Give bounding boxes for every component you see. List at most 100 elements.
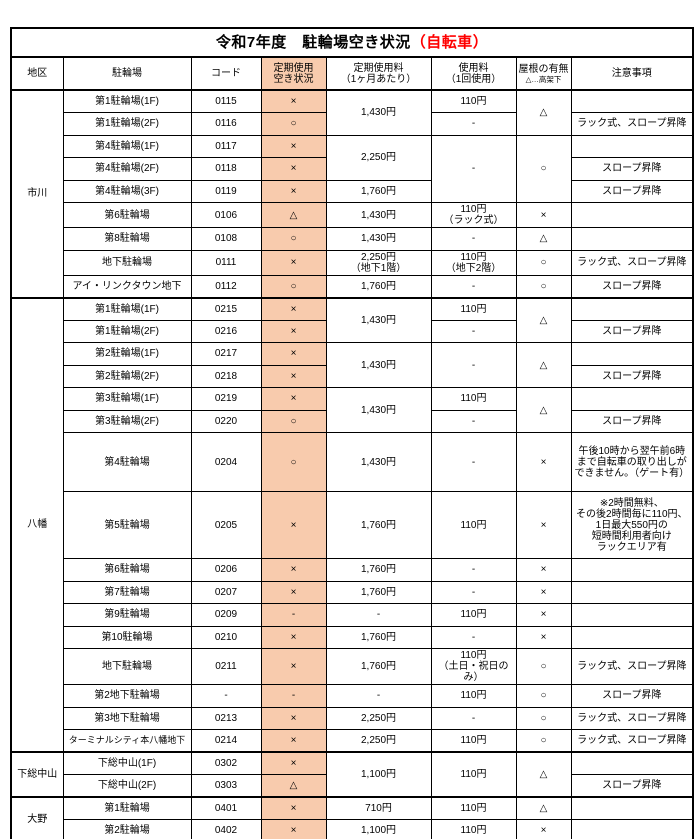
table-row: 下総中山 下総中山(1F) 0302 × 1,100円 110円 △ xyxy=(10,751,694,798)
notes-cell: スロープ昇降 xyxy=(570,179,694,203)
availability-status-cell: × xyxy=(260,706,327,730)
per-use-fee-cell: - xyxy=(430,409,517,433)
monthly-fee-cell: 1,430円 xyxy=(325,89,432,136)
availability-status-cell: × xyxy=(260,319,327,343)
notes-cell: ラック式、スロープ昇降 xyxy=(570,729,694,753)
availability-status-cell: × xyxy=(260,364,327,388)
code-cell: 0205 xyxy=(190,491,262,559)
roof-cell: ○ xyxy=(515,729,572,753)
per-use-fee-cell: - xyxy=(430,134,517,203)
facility-name-cell: 地下駐輪場 xyxy=(62,648,192,685)
monthly-fee-cell: 2,250円 xyxy=(325,706,432,730)
table-row: 第2駐輪場 0402 × 1,100円 110円 × xyxy=(11,819,694,839)
table-row: 第4駐輪場(3F) 0119 × 1,760円 スロープ昇降 xyxy=(11,179,694,203)
monthly-fee-cell: 2,250円 （地下1階） xyxy=(325,249,432,276)
roof-cell: ○ xyxy=(515,134,572,203)
district-cell: 大野 xyxy=(10,796,64,839)
code-cell: 0116 xyxy=(190,112,262,136)
monthly-fee-cell: - xyxy=(325,684,432,708)
notes-cell xyxy=(570,796,694,820)
availability-status-cell: △ xyxy=(260,774,327,798)
facility-name-cell: 第3地下駐輪場 xyxy=(62,706,192,730)
availability-status-cell: × xyxy=(260,751,327,775)
notes-cell: ラック式、スロープ昇降 xyxy=(570,249,694,276)
roof-cell: × xyxy=(515,603,572,627)
code-cell: 0214 xyxy=(190,729,262,753)
notes-cell xyxy=(570,819,694,839)
parking-availability-table: 令和7年度 駐輪場空き状況（自転車） 地区 駐輪場 コード 定期使用 空き状況 … xyxy=(10,27,695,839)
availability-status-cell: × xyxy=(260,157,327,181)
availability-status-cell: - xyxy=(260,603,327,627)
code-cell: 0112 xyxy=(190,274,262,298)
availability-status-cell: ○ xyxy=(260,274,327,298)
facility-name-cell: 第4駐輪場(2F) xyxy=(62,157,192,181)
notes-cell: ラック式、スロープ昇降 xyxy=(570,648,694,685)
notes-cell xyxy=(570,387,694,411)
availability-status-cell: × xyxy=(260,796,327,820)
code-cell: 0209 xyxy=(190,603,262,627)
notes-cell xyxy=(570,202,694,228)
code-cell: 0215 xyxy=(190,296,262,321)
roof-cell: △ xyxy=(515,296,572,343)
code-cell: 0108 xyxy=(190,227,262,251)
per-use-fee-cell: 110円 xyxy=(430,296,517,321)
code-cell: 0206 xyxy=(190,558,262,582)
availability-status-cell: × xyxy=(260,89,327,113)
notes-cell: ※2時間無料、 その後2時間毎に110円、 1日最大550円の 短時間利用者向け… xyxy=(570,491,694,559)
monthly-fee-cell: 2,250円 xyxy=(325,729,432,753)
facility-name-cell: 第3駐輪場(1F) xyxy=(62,387,192,411)
monthly-fee-cell: 1,100円 xyxy=(325,819,432,839)
code-cell: 0106 xyxy=(190,202,262,228)
notes-cell xyxy=(570,134,694,158)
roof-cell: △ xyxy=(515,89,572,136)
notes-cell xyxy=(570,296,694,321)
per-use-fee-cell: 110円 xyxy=(430,491,517,559)
per-use-fee-cell: 110円 xyxy=(430,751,517,798)
monthly-fee-cell: 1,430円 xyxy=(325,227,432,251)
code-cell: 0217 xyxy=(190,342,262,366)
facility-name-cell: 第6駐輪場 xyxy=(62,202,192,228)
title-row: 令和7年度 駐輪場空き状況（自転車） xyxy=(10,27,694,58)
facility-name-cell: 第1駐輪場(2F) xyxy=(62,112,192,136)
table-row: 第9駐輪場 0209- -110円 × xyxy=(11,603,694,627)
availability-status-cell: × xyxy=(260,296,327,321)
code-cell: 0119 xyxy=(190,179,262,203)
notes-cell xyxy=(570,227,694,251)
roof-cell: ○ xyxy=(515,249,572,276)
table-row: 第5駐輪場 0205 × 1,760円 110円 × ※2時間無料、 その後2時間毎に110… xyxy=(11,491,694,559)
code-cell: 0207 xyxy=(190,580,262,604)
availability-status-cell: × xyxy=(260,819,327,839)
monthly-fee-cell: 1,430円 xyxy=(325,342,432,388)
availability-status-cell: × xyxy=(260,249,327,276)
column-header-row: 地区 駐輪場 コード 定期使用 空き状況 定期使用料 （1ヶ月あたり） 使用料 … xyxy=(10,56,694,91)
code-cell: 0218 xyxy=(190,364,262,388)
roof-cell: × xyxy=(515,558,572,582)
facility-name-cell: 第7駐輪場 xyxy=(62,580,192,604)
code-cell: 0211 xyxy=(190,648,262,685)
per-use-fee-cell: - xyxy=(430,432,517,492)
notes-cell: スロープ昇降 xyxy=(570,364,694,388)
per-use-fee-cell: - xyxy=(430,706,517,730)
table-row: 第7駐輪場 0207 × 1,760円 - × xyxy=(11,580,694,604)
table-row: 第10駐輪場 0210 × 1,760円 - × xyxy=(11,625,694,649)
code-cell: 0220 xyxy=(190,409,262,433)
monthly-fee-cell: 1,430円 xyxy=(325,387,432,433)
roof-header-legend: △…高架下 xyxy=(525,74,562,84)
table-row: 第3地下駐輪場 0213 × 2,250円 - ○ ラック式、スロープ昇降 xyxy=(11,706,694,730)
per-use-fee-cell: 110円 （地下2階） xyxy=(430,249,517,276)
availability-status-cell: ○ xyxy=(260,227,327,251)
facility-name-cell: 第4駐輪場(1F) xyxy=(62,134,192,158)
code-cell: 0210 xyxy=(190,625,262,649)
facility-name-cell: 第2駐輪場(1F) xyxy=(62,342,192,366)
district-column-header: 地区 xyxy=(10,56,64,91)
roof-cell: × xyxy=(515,491,572,559)
per-use-fee-column-header: 使用料 （1回使用） xyxy=(430,56,517,91)
table-row: 市川 第1駐輪場(1F) 0115 × 1,430円 110円 △ xyxy=(10,89,694,298)
table-row: 第4駐輪場 0204 ○ 1,430円 - × 午後10時から翌午前6時 まで自転車の取り出… xyxy=(11,432,694,492)
availability-column-header: 定期使用 空き状況 xyxy=(260,56,327,91)
table-body: 市川 第1駐輪場(1F) 0115 × 1,430円 110円 △ 第1駐輪場(2F) 0116… xyxy=(10,89,694,839)
district-cell: 八幡 xyxy=(10,296,64,753)
per-use-fee-cell: 110円 （ラック式） xyxy=(430,202,517,228)
roof-cell: ○ xyxy=(515,706,572,730)
table-row: ターミナルシティ本八幡地下 0214 × 2,250円 110円 ○ ラック式、スロープ昇降 xyxy=(11,729,694,753)
